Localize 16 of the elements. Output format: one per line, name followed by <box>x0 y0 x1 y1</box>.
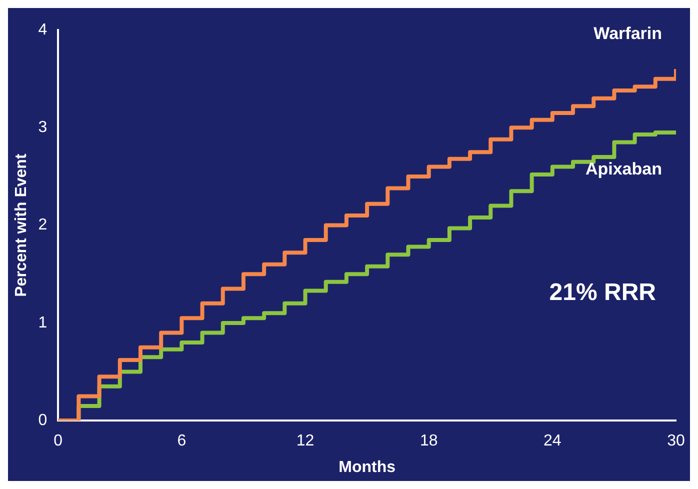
y-tick-label: 0 <box>38 412 48 430</box>
series-label: Warfarin <box>594 24 662 44</box>
annotation: 21% RRR <box>549 279 656 306</box>
x-tick-label: 0 <box>54 432 63 450</box>
series-label: Apixaban <box>585 160 662 179</box>
x-tick-label: 18 <box>420 432 438 450</box>
x-tick-label: 6 <box>177 432 186 450</box>
x-axis-title: Months <box>338 458 396 476</box>
y-tick-label: 2 <box>38 216 48 234</box>
y-tick-label: 4 <box>38 21 48 38</box>
y-axis-title: Percent with Event <box>13 153 30 297</box>
x-tick-label: 24 <box>544 432 562 450</box>
y-tick-label: 3 <box>38 119 48 136</box>
x-tick-label: 12 <box>296 432 314 450</box>
x-tick-label: 30 <box>667 432 685 450</box>
y-tick-label: 1 <box>38 314 48 332</box>
